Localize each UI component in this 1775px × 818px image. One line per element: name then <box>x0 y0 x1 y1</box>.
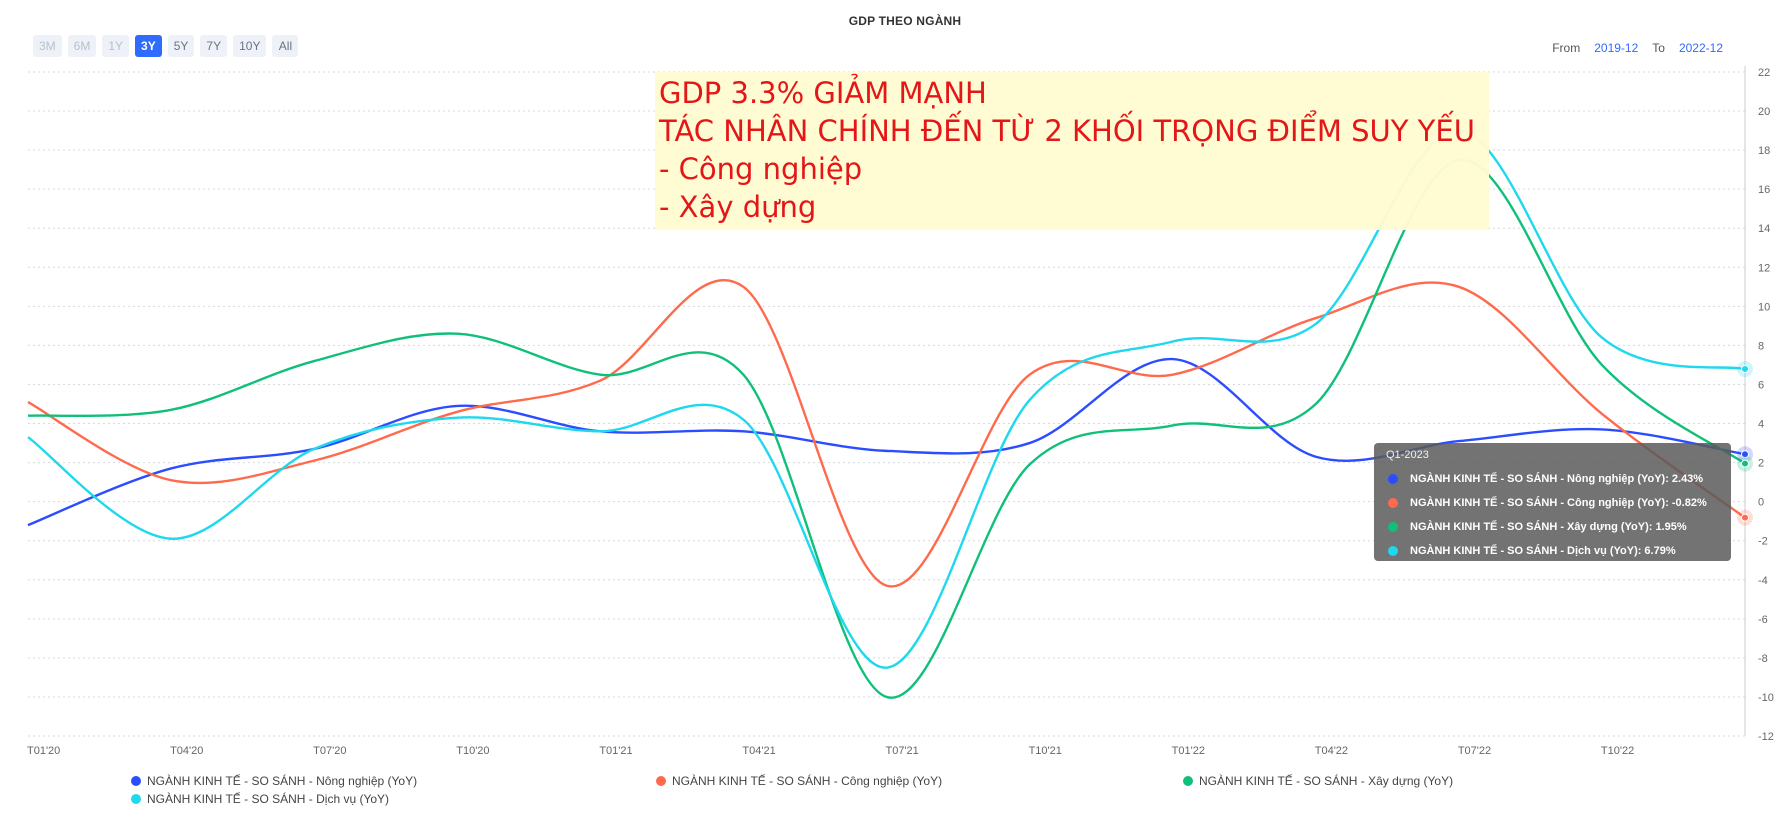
range-button-6m[interactable]: 6M <box>67 35 97 57</box>
annotation-line-1: GDP 3.3% GIẢM MẠNH <box>659 76 987 110</box>
annotation-box: GDP 3.3% GIẢM MẠNH TÁC NHÂN CHÍNH ĐẾN TỪ… <box>655 72 1489 230</box>
legend-dot-icon <box>656 776 666 786</box>
legend-item-dich-vu[interactable]: NGÀNH KINH TẾ - SO SÁNH - Dịch vụ (YoY) <box>131 792 389 806</box>
tooltip-row: NGÀNH KINH TẾ - SO SÁNH - Công nghiệp (Y… <box>1386 491 1719 515</box>
y-tick-label: -6 <box>1758 614 1768 626</box>
tooltip-row-label: NGÀNH KINH TẾ - SO SÁNH - Dịch vụ (YoY): <box>1410 545 1642 557</box>
range-selector: 3M 6M 1Y 3Y 5Y 7Y 10Y All <box>33 35 299 57</box>
y-tick-label: 6 <box>1758 379 1764 391</box>
y-tick-label: 14 <box>1758 223 1770 235</box>
to-label: To <box>1652 41 1665 55</box>
hover-point <box>1741 365 1749 374</box>
legend-dot-icon <box>131 794 141 804</box>
grid <box>28 71 1745 737</box>
tooltip-row-label: NGÀNH KINH TẾ - SO SÁNH - Nông nghiệp (Y… <box>1410 473 1669 485</box>
from-date-input[interactable]: 2019-12 <box>1594 41 1639 55</box>
y-tick-label: 22 <box>1758 67 1770 79</box>
series-dot-icon <box>1388 498 1398 508</box>
tooltip-row: NGÀNH KINH TẾ - SO SÁNH - Dịch vụ (YoY):… <box>1386 539 1719 563</box>
x-tick-label: T10'21 <box>1029 745 1062 757</box>
hover-point <box>1741 450 1749 459</box>
x-tick-label: T10'20 <box>456 745 489 757</box>
y-tick-label: -12 <box>1758 731 1774 743</box>
range-button-10y[interactable]: 10Y <box>233 35 267 57</box>
y-tick-label: -2 <box>1758 536 1768 548</box>
x-tick-label: T04'21 <box>742 745 775 757</box>
range-button-3m[interactable]: 3M <box>33 35 62 57</box>
y-tick-label: 10 <box>1758 301 1770 313</box>
hover-point <box>1741 459 1749 468</box>
x-tick-label: T10'22 <box>1601 745 1634 757</box>
legend-label: NGÀNH KINH TẾ - SO SÁNH - Xây dựng (YoY) <box>1199 774 1454 788</box>
range-button-3y[interactable]: 3Y <box>135 35 162 57</box>
y-tick-label: 4 <box>1758 419 1764 431</box>
annotation-line-3: - Công nghiệp <box>659 152 863 186</box>
x-axis: T01'20 T04'20 T07'20 T10'20 T01'21 T04'21 T07'… <box>27 745 1634 757</box>
series-dot-icon <box>1388 522 1398 532</box>
tooltip-row-value: -0.82% <box>1671 497 1707 509</box>
legend-dot-icon <box>1183 776 1193 786</box>
range-button-1y[interactable]: 1Y <box>102 35 130 57</box>
tooltip-row-value: 2.43% <box>1671 473 1704 485</box>
x-tick-label: T01'21 <box>599 745 632 757</box>
y-tick-label: 16 <box>1758 184 1770 196</box>
legend-label: NGÀNH KINH TẾ - SO SÁNH - Công nghiệp (Y… <box>672 774 943 788</box>
range-button-all[interactable]: All <box>272 35 299 57</box>
series-line-xay-dung <box>27 158 1746 699</box>
annotation-line-4: - Xây dựng <box>659 190 817 224</box>
tooltip-header: Q1-2023 <box>1386 449 1429 461</box>
chart-legend: NGÀNH KINH TẾ - SO SÁNH - Nông nghiệp (Y… <box>131 774 1631 814</box>
x-tick-label: T04'22 <box>1315 745 1348 757</box>
series-dot-icon <box>1388 474 1398 484</box>
x-tick-label: T07'21 <box>886 745 919 757</box>
y-tick-label: 12 <box>1758 262 1770 274</box>
tooltip-row: NGÀNH KINH TẾ - SO SÁNH - Xây dựng (YoY)… <box>1386 515 1719 539</box>
tooltip-row: NGÀNH KINH TẾ - SO SÁNH - Nông nghiệp (Y… <box>1386 467 1719 491</box>
y-tick-label: -4 <box>1758 575 1768 587</box>
series-dot-icon <box>1388 546 1398 556</box>
legend-label: NGÀNH KINH TẾ - SO SÁNH - Nông nghiệp (Y… <box>147 774 418 788</box>
x-tick-label: T01'20 <box>27 745 60 757</box>
x-tick-label: T01'22 <box>1172 745 1205 757</box>
to-date-input[interactable]: 2022-12 <box>1678 41 1723 55</box>
y-tick-label: 20 <box>1758 106 1770 118</box>
hover-markers <box>1737 361 1753 526</box>
chart-tooltip: Q1-2023 NGÀNH KINH TẾ - SO SÁNH - Nông n… <box>1374 443 1731 561</box>
y-tick-label: 8 <box>1758 340 1764 352</box>
tooltip-row-value: 1.95% <box>1655 521 1687 533</box>
legend-item-nong-nghiep[interactable]: NGÀNH KINH TẾ - SO SÁNH - Nông nghiệp (Y… <box>131 774 417 788</box>
chart-title: GDP THEO NGÀNH <box>848 14 962 28</box>
y-tick-label: 0 <box>1758 497 1764 509</box>
y-tick-label: 2 <box>1758 458 1764 470</box>
legend-label: NGÀNH KINH TẾ - SO SÁNH - Dịch vụ (YoY) <box>147 792 390 806</box>
tooltip-row-label: NGÀNH KINH TẾ - SO SÁNH - Công nghiệp (Y… <box>1410 497 1669 509</box>
y-tick-label: -8 <box>1758 653 1768 665</box>
legend-item-xay-dung[interactable]: NGÀNH KINH TẾ - SO SÁNH - Xây dựng (YoY) <box>1183 774 1453 788</box>
tooltip-row-value: 6.79% <box>1644 545 1676 557</box>
x-tick-label: T07'22 <box>1458 745 1491 757</box>
x-tick-label: T07'20 <box>313 745 346 757</box>
date-range: From 2019-12 To 2022-12 <box>1552 41 1723 55</box>
legend-item-cong-nghiep[interactable]: NGÀNH KINH TẾ - SO SÁNH - Công nghiệp (Y… <box>656 774 942 788</box>
tooltip-row-label: NGÀNH KINH TẾ - SO SÁNH - Xây dựng (YoY)… <box>1410 521 1653 533</box>
hover-point <box>1741 513 1749 522</box>
legend-dot-icon <box>131 776 141 786</box>
x-tick-label: T04'20 <box>170 745 203 757</box>
range-button-7y[interactable]: 7Y <box>200 35 228 57</box>
annotation-line-2: TÁC NHÂN CHÍNH ĐẾN TỪ 2 KHỐI TRỌNG ĐIỂM … <box>659 114 1475 148</box>
series-line-cong-nghiep <box>27 278 1746 588</box>
range-button-5y[interactable]: 5Y <box>167 35 195 57</box>
from-label: From <box>1552 41 1581 55</box>
y-tick-label: -10 <box>1758 692 1774 704</box>
y-tick-label: 18 <box>1758 145 1770 157</box>
